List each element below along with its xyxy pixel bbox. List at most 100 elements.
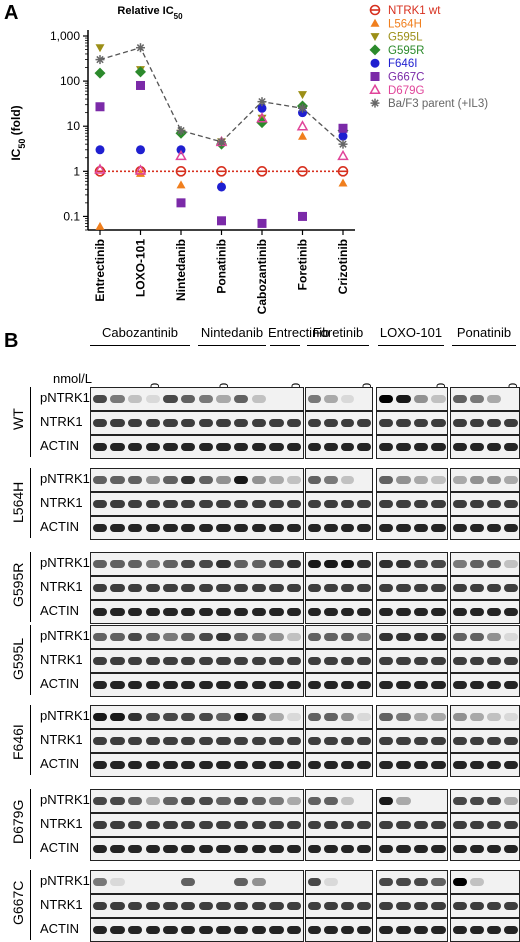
band-0-2-2-3	[286, 443, 302, 451]
group-label-2: G595R	[10, 562, 26, 607]
drug-underline-4	[378, 345, 444, 346]
band-2-0-0-2	[127, 560, 143, 568]
x-tick-label: Crizotinib	[336, 239, 350, 294]
band-2-0-1-2	[198, 560, 214, 568]
band-4-0-0-3	[145, 713, 161, 721]
band-1-1-3-0	[307, 500, 321, 508]
band-1-2-5-1	[469, 524, 484, 532]
blot-box-6-2-3	[450, 918, 520, 942]
band-4-0-5-3	[503, 713, 518, 721]
blot-box-1-1-3	[450, 492, 520, 516]
data-point-2-5	[298, 91, 307, 100]
legend-label-6: D679G	[388, 85, 424, 97]
band-3-2-3-1	[324, 681, 338, 689]
band-6-1-0-2	[127, 902, 143, 910]
band-5-0-5-2	[486, 797, 501, 805]
band-6-1-3-2	[340, 902, 354, 910]
band-4-1-1-1	[180, 737, 196, 745]
band-6-0-2-0	[233, 878, 249, 886]
band-4-1-1-0	[163, 737, 178, 745]
band-5-1-0-1	[110, 821, 125, 829]
band-1-0-0-0	[92, 476, 108, 484]
band-3-2-1-3	[216, 681, 231, 689]
band-1-0-5-2	[486, 476, 501, 484]
row-label-2-2: ACTIN	[40, 603, 79, 618]
drug-underline-1	[198, 345, 266, 346]
band-5-2-2-3	[286, 845, 302, 853]
band-5-2-4-1	[396, 845, 411, 853]
band-2-2-1-3	[216, 608, 231, 616]
legend-label-0: NTRK1 wt	[388, 5, 441, 17]
drug-label-2: Entrectinib	[268, 325, 330, 340]
band-4-0-2-2	[269, 713, 284, 721]
group-bar-6	[30, 870, 31, 940]
band-4-2-2-3	[286, 761, 302, 769]
data-point-7-4	[257, 97, 267, 107]
band-1-2-4-3	[431, 524, 446, 532]
band-6-1-2-2	[269, 902, 284, 910]
band-3-0-0-2	[127, 633, 143, 641]
band-5-2-1-2	[198, 845, 214, 853]
blot-box-5-2-1	[305, 837, 373, 861]
band-5-0-5-0	[452, 797, 467, 805]
band-2-0-4-3	[431, 560, 446, 568]
x-tick-label: Ponatinib	[215, 239, 229, 294]
band-3-1-2-0	[233, 657, 249, 665]
band-4-2-0-1	[110, 761, 125, 769]
band-4-0-2-1	[251, 713, 267, 721]
row-label-0-1: NTRK1	[40, 414, 83, 429]
band-4-1-5-2	[486, 737, 501, 745]
band-4-0-1-3	[216, 713, 231, 721]
band-3-0-1-2	[198, 633, 214, 641]
blot-box-5-2-3	[450, 837, 520, 861]
band-3-0-4-0	[378, 633, 393, 641]
band-6-0-0-0	[92, 878, 108, 886]
band-2-1-3-3	[357, 584, 371, 592]
data-point-5-2	[176, 198, 186, 208]
band-2-1-3-0	[307, 584, 321, 592]
band-1-0-2-1	[251, 476, 267, 484]
blot-box-0-0-0	[90, 387, 304, 411]
band-5-1-3-2	[340, 821, 354, 829]
row-label-6-2: ACTIN	[40, 921, 79, 936]
band-2-1-0-3	[145, 584, 161, 592]
band-5-1-2-1	[251, 821, 267, 829]
band-2-0-0-3	[145, 560, 161, 568]
band-6-0-3-0	[307, 878, 321, 886]
band-3-2-5-1	[469, 681, 484, 689]
blot-box-0-2-0	[90, 435, 304, 459]
band-1-0-5-3	[503, 476, 518, 484]
legend-label-5: G667C	[388, 72, 424, 84]
band-4-1-0-3	[145, 737, 161, 745]
band-6-1-4-3	[431, 902, 446, 910]
band-2-0-4-1	[396, 560, 411, 568]
band-5-1-5-1	[469, 821, 484, 829]
band-6-2-4-1	[396, 926, 411, 934]
blot-box-6-2-2	[376, 918, 448, 942]
row-label-4-1: NTRK1	[40, 732, 83, 747]
row-label-2-0: pNTRK1	[40, 555, 90, 570]
blot-box-1-0-3	[450, 468, 520, 492]
drug-label-3: Foretinib	[312, 325, 364, 340]
blot-box-5-1-3	[450, 813, 520, 837]
drug-label-1: Nintedanib	[200, 325, 264, 340]
blot-box-2-2-2	[376, 600, 448, 624]
data-point-6-1	[134, 164, 147, 175]
drug-label-4: LOXO-101	[379, 325, 443, 340]
band-0-0-5-2	[486, 395, 501, 403]
band-1-1-2-1	[251, 500, 267, 508]
band-3-2-5-3	[503, 681, 518, 689]
data-point-0-3	[216, 166, 227, 177]
band-0-1-0-2	[127, 419, 143, 427]
band-6-2-0-0	[92, 926, 108, 934]
band-3-0-5-0	[452, 633, 467, 641]
band-0-2-5-0	[452, 443, 467, 451]
blot-box-3-0-2	[376, 625, 448, 649]
band-0-0-1-2	[198, 395, 214, 403]
band-4-2-1-2	[198, 761, 214, 769]
blot-box-5-0-2	[376, 789, 448, 813]
blot-box-0-1-0	[90, 411, 304, 435]
concentration-unit-label: nmol/L	[53, 371, 93, 386]
legend-marker-7	[370, 98, 380, 108]
band-5-1-0-0	[92, 821, 108, 829]
